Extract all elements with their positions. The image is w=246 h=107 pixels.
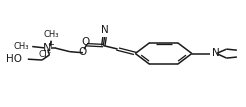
Text: HO: HO <box>6 54 22 64</box>
Text: O: O <box>81 36 90 47</box>
Text: CH₃: CH₃ <box>14 42 29 51</box>
Text: N: N <box>212 48 220 59</box>
Text: O: O <box>79 47 87 57</box>
Text: N: N <box>101 25 108 35</box>
Text: Cl⁻: Cl⁻ <box>39 50 53 59</box>
Text: N: N <box>43 43 51 53</box>
Text: +: + <box>47 40 54 49</box>
Text: CH₃: CH₃ <box>43 30 59 39</box>
